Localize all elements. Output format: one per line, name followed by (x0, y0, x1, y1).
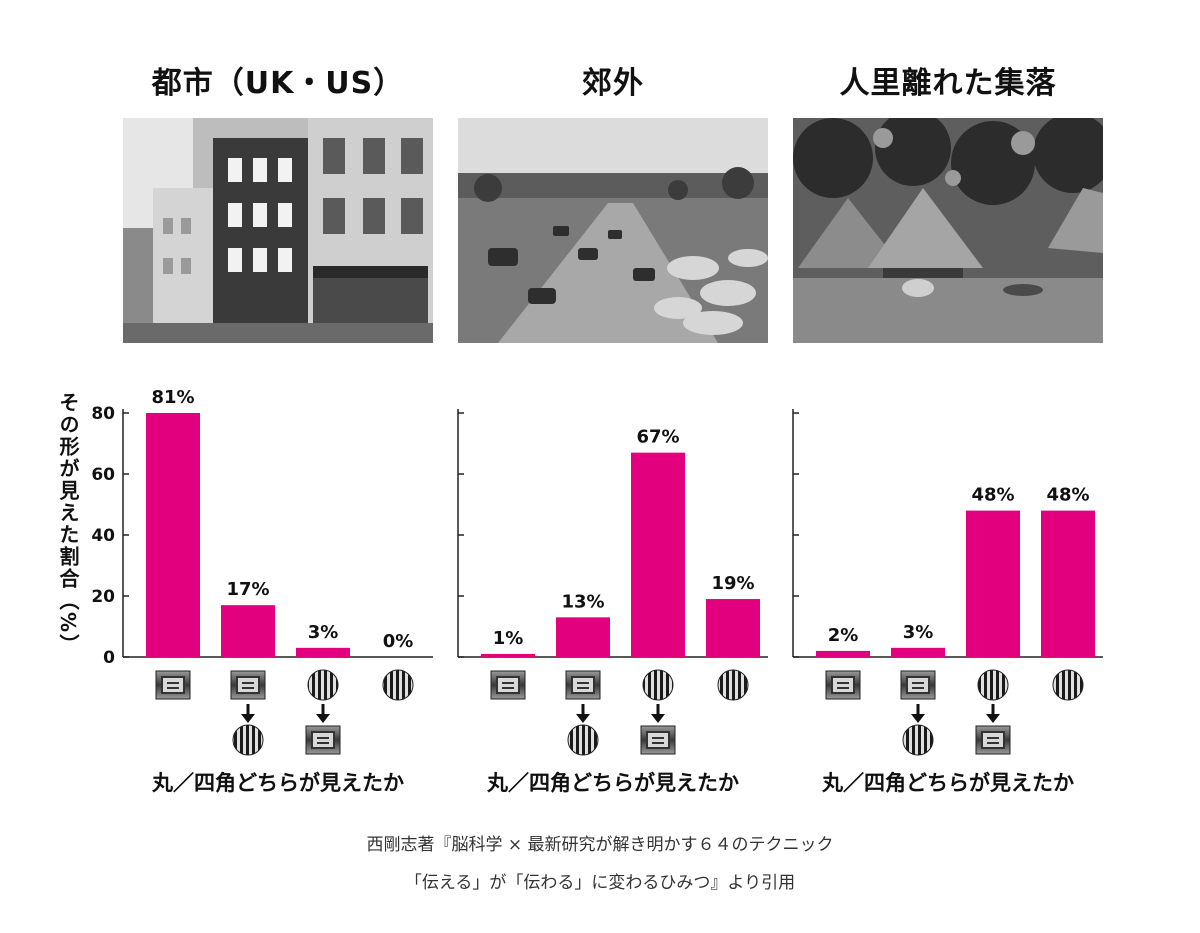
down-arrow-icon (986, 704, 1000, 723)
down-arrow-icon (241, 704, 255, 723)
y-tick-label: 40 (91, 526, 115, 546)
square-pattern-icon (900, 670, 936, 700)
circle-pattern-icon (307, 669, 339, 701)
circle-pattern-icon (902, 724, 934, 756)
data-label: 3% (903, 622, 934, 643)
down-arrow-icon (316, 704, 330, 723)
panel-title-city: 都市（UK・US） (151, 66, 405, 101)
y-tick-label: 80 (91, 404, 115, 424)
down-arrow-icon (651, 704, 665, 723)
citation-line-1: 西剛志著『脳科学 × 最新研究が解き明かす６４のテクニック (366, 835, 834, 855)
square-pattern-icon (975, 725, 1011, 755)
data-label: 81% (151, 387, 194, 408)
data-label: 48% (1046, 485, 1089, 506)
square-pattern-icon (155, 670, 191, 700)
circle-pattern-icon (1052, 669, 1084, 701)
bar (481, 653, 535, 657)
data-label: 67% (636, 427, 679, 448)
circle-pattern-icon (642, 669, 674, 701)
bar (296, 647, 350, 657)
down-arrow-icon (911, 704, 925, 723)
square-pattern-icon (565, 670, 601, 700)
citation-line-2: 「伝える」が「伝わる」に変わるひみつ』より引用 (404, 873, 796, 893)
circle-pattern-icon (717, 669, 749, 701)
down-arrow-icon (576, 704, 590, 723)
square-pattern-icon (490, 670, 526, 700)
bar (966, 510, 1020, 657)
circle-pattern-icon (382, 669, 414, 701)
data-label: 48% (971, 485, 1014, 506)
x-axis-caption: 丸／四角どちらが見えたか (486, 771, 739, 795)
y-tick-label: 0 (103, 648, 115, 668)
remote-village-photo (793, 118, 1103, 343)
bar (891, 647, 945, 657)
data-label: 1% (493, 628, 524, 649)
circle-pattern-icon (567, 724, 599, 756)
bar (556, 617, 610, 657)
circle-pattern-icon (232, 724, 264, 756)
data-label: 17% (226, 579, 269, 600)
bar (146, 413, 200, 657)
bar (221, 605, 275, 657)
bar-charts: 0 20 40 60 80 81% 17% 3% 0% 丸／四角どちらが見えたか 1% 13% 67% 1… (91, 387, 1103, 795)
city-street-photo (123, 118, 433, 343)
data-label: 3% (308, 622, 339, 643)
data-label: 0% (383, 631, 414, 652)
data-label: 2% (828, 625, 859, 646)
y-axis-label: その形が見えた割合（%） (56, 392, 80, 657)
bar (816, 650, 870, 657)
bar (1041, 510, 1095, 657)
x-axis-caption: 丸／四角どちらが見えたか (151, 771, 404, 795)
square-pattern-icon (640, 725, 676, 755)
data-label: 19% (711, 573, 754, 594)
y-tick-label: 60 (91, 465, 115, 485)
panel-title-village: 人里離れた集落 (839, 66, 1057, 101)
square-pattern-icon (825, 670, 861, 700)
y-tick-label: 20 (91, 587, 115, 607)
square-pattern-icon (230, 670, 266, 700)
circle-pattern-icon (977, 669, 1009, 701)
bar (631, 452, 685, 657)
square-pattern-icon (305, 725, 341, 755)
suburban-road-photo (458, 118, 768, 343)
panel-title-suburb: 郊外 (582, 66, 644, 101)
x-axis-caption: 丸／四角どちらが見えたか (821, 771, 1074, 795)
bar (706, 599, 760, 657)
data-label: 13% (561, 591, 604, 612)
